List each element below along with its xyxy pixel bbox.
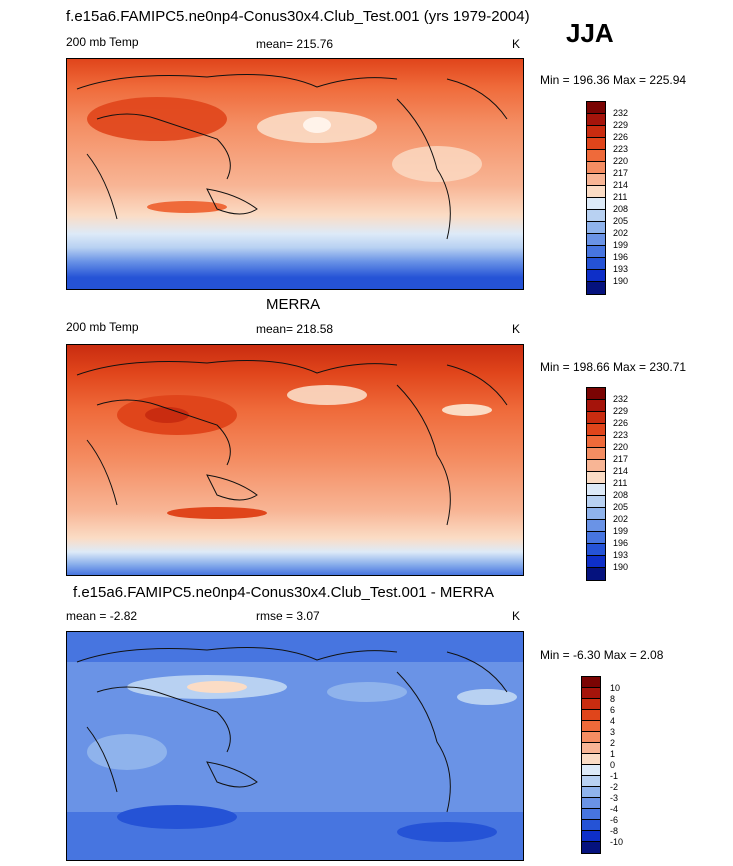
panel3-rmse-label: rmse = 3.07 — [256, 609, 320, 623]
panel2-tick: 220 — [613, 442, 629, 452]
panel3-mean-label: mean = -2.82 — [66, 609, 138, 623]
panel3-units-label: K — [512, 609, 521, 623]
panel2-title: MERRA — [266, 296, 321, 313]
panel2-tick: 226 — [613, 418, 629, 428]
panel2-tick: 208 — [613, 490, 629, 500]
panel1-tick: 214 — [613, 180, 629, 190]
panel1-tick: 208 — [613, 204, 629, 214]
panel2-tick: 214 — [613, 466, 629, 476]
panel2-tick: 193 — [613, 550, 629, 560]
panel2-tick: 223 — [613, 430, 629, 440]
panel1-tick: 190 — [613, 276, 629, 286]
panel1-tick: 223 — [613, 144, 629, 154]
panel2-tick: 190 — [613, 562, 629, 572]
panel1-tick: 220 — [613, 156, 629, 166]
panel1-minmax-label: Min = 196.36 Max = 225.94 — [540, 73, 687, 87]
panel3-tick: 0 — [610, 760, 616, 770]
panel2-tick: 196 — [613, 538, 629, 548]
panel2-minmax-label: Min = 198.66 Max = 230.71 — [540, 360, 687, 374]
panel1-tick: 217 — [613, 168, 629, 178]
panel2-map — [66, 344, 524, 576]
panel3-tick: -2 — [610, 782, 619, 792]
panel3-tick: 6 — [610, 705, 616, 715]
panel1-tick: 205 — [613, 216, 629, 226]
panel1-tick: 232 — [613, 108, 629, 118]
panel2-variable-label: 200 mb Temp — [66, 320, 139, 334]
panel2-tick: 205 — [613, 502, 629, 512]
panel3-tick: 4 — [610, 716, 616, 726]
panel2-mean-label: mean= 218.58 — [256, 322, 334, 336]
panel1-title: f.e15a6.FAMIPC5.ne0np4-Conus30x4.Club_Te… — [66, 8, 530, 25]
panel1-tick: 196 — [613, 252, 629, 262]
panel3-colorbar — [581, 676, 601, 854]
panel2-tick: 211 — [613, 478, 628, 488]
panel3-tick: -4 — [610, 804, 619, 814]
panel1-tick: 229 — [613, 120, 629, 130]
panel3-tick: 2 — [610, 738, 616, 748]
panel3-map — [66, 631, 524, 861]
panel2-tick: 229 — [613, 406, 629, 416]
panel3-minmax-label: Min = -6.30 Max = 2.08 — [540, 648, 664, 662]
panel3-tick: 1 — [610, 749, 616, 759]
panel1-tick: 226 — [613, 132, 629, 142]
panel2-tick: 199 — [613, 526, 629, 536]
panel3-tick: 3 — [610, 727, 616, 737]
panel2-tick: 217 — [613, 454, 629, 464]
panel2-colorbar — [586, 387, 606, 581]
panel1-map — [66, 58, 524, 290]
panel1-colorbar — [586, 101, 606, 295]
panel1-tick: 193 — [613, 264, 629, 274]
panel3-title: f.e15a6.FAMIPC5.ne0np4-Conus30x4.Club_Te… — [73, 584, 495, 601]
panel1-variable-label: 200 mb Temp — [66, 35, 139, 49]
season-label: JJA — [566, 18, 614, 48]
panel1-mean-label: mean= 215.76 — [256, 37, 334, 51]
panel3-tick: 8 — [610, 694, 616, 704]
panel3-tick: -3 — [610, 793, 619, 803]
panel3-tick: -1 — [610, 771, 619, 781]
panel1-tick: 202 — [613, 228, 629, 238]
panel1-units-label: K — [512, 37, 521, 51]
panel2-tick: 202 — [613, 514, 629, 524]
panel1-tick: 211 — [613, 192, 628, 202]
panel3-tick: -8 — [610, 826, 619, 836]
panel1-tick: 199 — [613, 240, 629, 250]
panel2-units-label: K — [512, 322, 521, 336]
panel3-tick: 10 — [610, 683, 621, 693]
panel2-tick: 232 — [613, 394, 629, 404]
panel3-tick: -6 — [610, 815, 619, 825]
panel3-tick: -10 — [610, 837, 624, 847]
